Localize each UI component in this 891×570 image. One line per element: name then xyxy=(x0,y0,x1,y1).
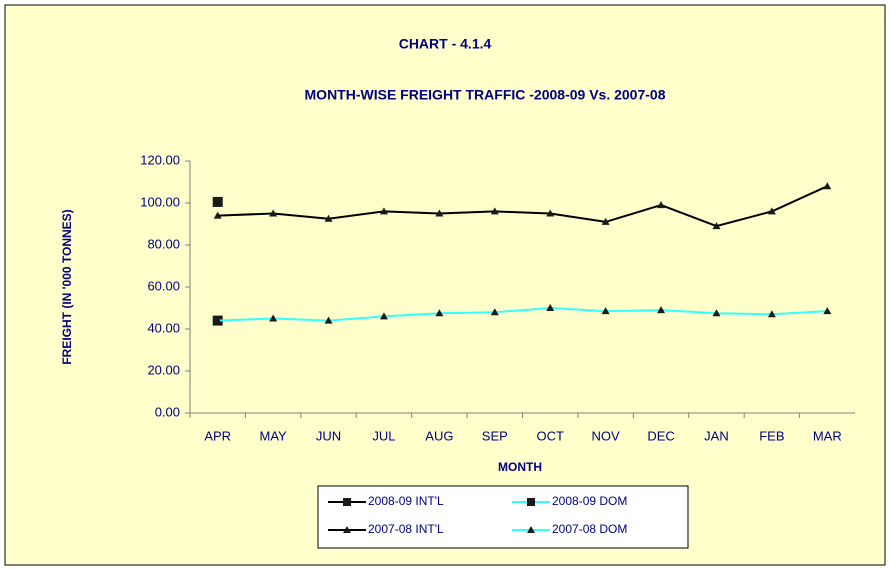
y-tick-label: 60.00 xyxy=(147,278,180,293)
marker xyxy=(712,222,721,230)
x-tick-label: JUN xyxy=(316,428,341,443)
marker xyxy=(712,309,721,317)
x-tick-label: MAY xyxy=(260,428,288,443)
x-tick-label: OCT xyxy=(536,428,564,443)
marker xyxy=(435,309,444,317)
x-tick-label: AUG xyxy=(425,428,453,443)
chart-background xyxy=(4,4,886,566)
x-tick-label: JUL xyxy=(372,428,395,443)
legend-label: 2008-09 DOM xyxy=(552,494,627,508)
marker xyxy=(343,526,351,533)
x-axis-label: MONTH xyxy=(498,460,542,474)
marker xyxy=(546,304,555,311)
y-tick-label: 0.00 xyxy=(155,404,180,419)
marker xyxy=(767,310,776,318)
x-tick-label: DEC xyxy=(647,428,674,443)
x-tick-label: APR xyxy=(204,428,231,443)
y-tick-label: 80.00 xyxy=(147,236,180,251)
marker xyxy=(601,307,610,315)
series-line xyxy=(217,306,828,322)
marker xyxy=(601,217,610,225)
marker xyxy=(767,207,776,215)
y-tick-label: 100.00 xyxy=(140,194,180,209)
marker xyxy=(269,209,278,217)
marker xyxy=(823,182,832,190)
marker xyxy=(213,316,222,324)
chart-subtitle: MONTH-WISE FREIGHT TRAFFIC -2008-09 Vs. … xyxy=(305,87,666,103)
marker xyxy=(657,306,666,314)
y-tick-label: 120.00 xyxy=(140,152,180,167)
marker xyxy=(212,196,223,207)
marker xyxy=(490,207,499,215)
y-tick-label: 40.00 xyxy=(147,320,180,335)
legend-label: 2007-08 INT'L xyxy=(368,522,444,536)
x-tick-label: NOV xyxy=(592,428,621,443)
legend-label: 2007-08 DOM xyxy=(552,522,627,536)
marker xyxy=(823,307,832,315)
marker xyxy=(379,312,388,320)
marker xyxy=(527,498,535,506)
marker xyxy=(435,209,444,217)
series-line xyxy=(217,185,828,228)
x-tick-label: SEP xyxy=(482,428,508,443)
legend xyxy=(317,485,689,549)
x-tick-label: FEB xyxy=(759,428,784,443)
marker xyxy=(343,498,351,506)
marker xyxy=(657,201,666,209)
legend-label: 2008-09 INT'L xyxy=(368,494,444,508)
marker xyxy=(269,314,278,322)
marker xyxy=(527,526,535,533)
x-tick-label: JAN xyxy=(704,428,729,443)
y-axis-label: FREIGHT (IN '000 TONNES) xyxy=(60,209,74,364)
marker xyxy=(324,214,333,222)
x-tick-label: MAR xyxy=(813,428,842,443)
marker xyxy=(379,207,388,215)
marker xyxy=(546,209,555,217)
marker xyxy=(490,308,499,316)
y-tick-label: 20.00 xyxy=(147,362,180,377)
marker xyxy=(324,316,333,324)
chart-title: CHART - 4.1.4 xyxy=(399,36,492,52)
marker xyxy=(213,211,222,219)
